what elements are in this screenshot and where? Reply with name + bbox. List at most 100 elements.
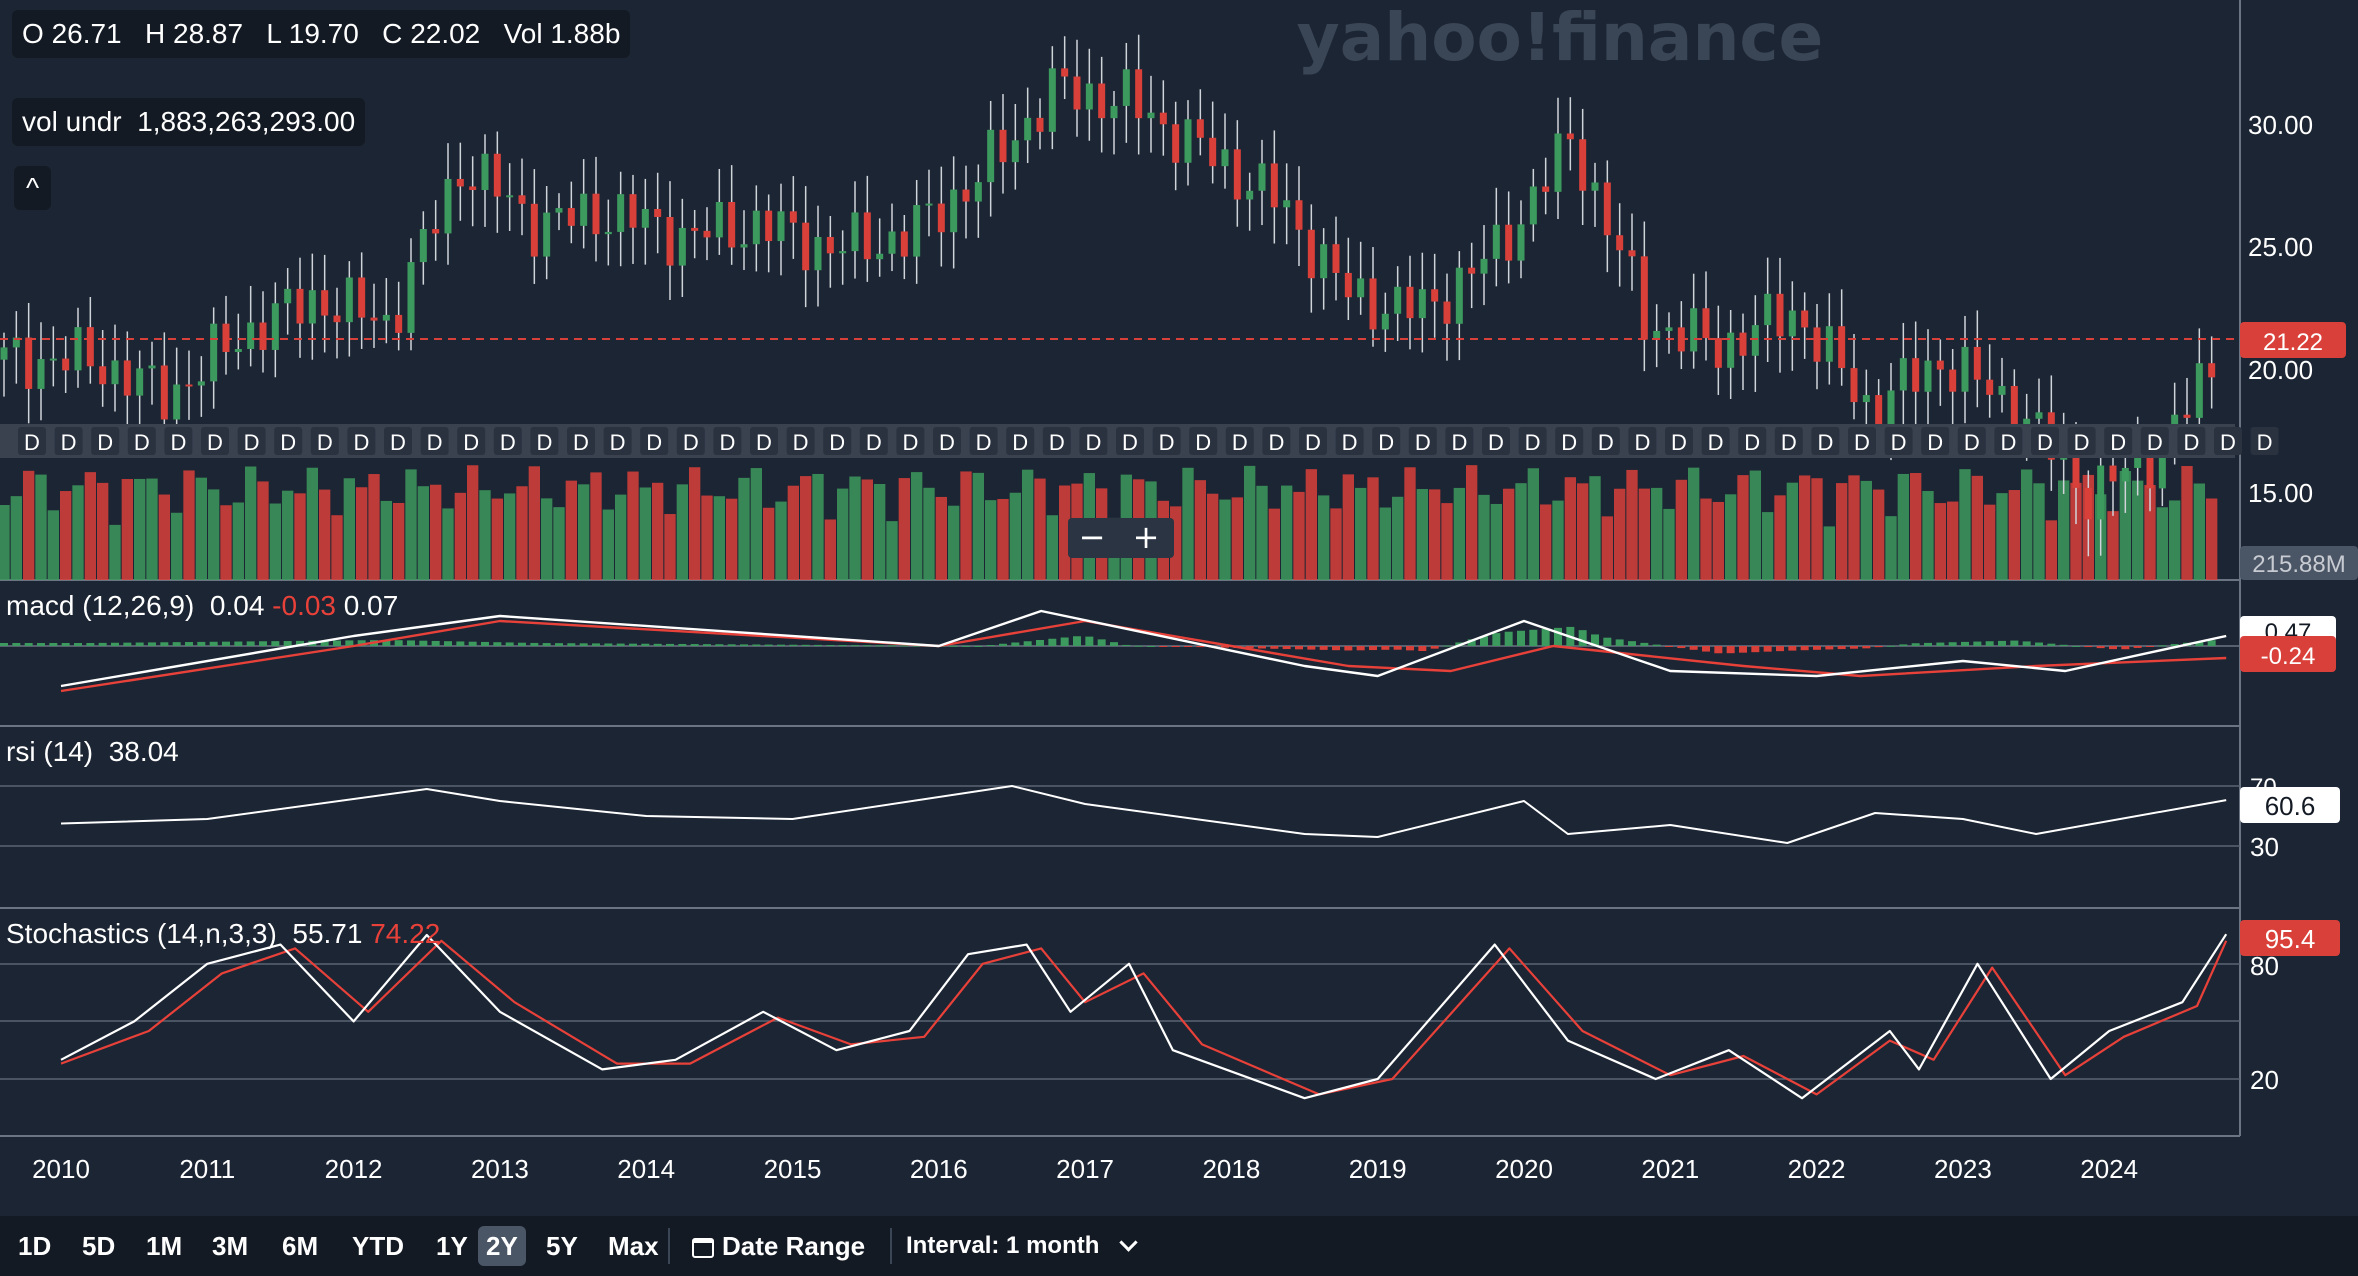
candle-body (136, 368, 144, 396)
volume-bar (1873, 489, 1885, 580)
range-button-max[interactable]: Max (608, 1231, 659, 1261)
candle-body (1616, 235, 1624, 251)
volume-bar (2156, 507, 2168, 580)
volume-bar (861, 479, 873, 580)
range-button-2y[interactable]: 2Y (478, 1226, 526, 1266)
candle-body (913, 205, 921, 257)
zoom-in-button[interactable]: + (1133, 518, 1160, 556)
volume-bar (1762, 512, 1774, 580)
interval-label: Interval: (906, 1232, 1000, 1259)
low-value: 19.70 (288, 18, 359, 49)
macd-histogram-bar (2146, 646, 2154, 647)
volume-bar (294, 493, 306, 580)
rsi-line (60, 785, 2227, 844)
macd-histogram-bar (1603, 637, 1612, 646)
candle-body (123, 360, 131, 396)
macd-histogram-bar (1393, 646, 1402, 650)
dividend-marker-bg (1262, 427, 1291, 455)
volume-bar (121, 479, 133, 580)
volume-bar (1367, 477, 1379, 580)
candle-body (1209, 137, 1217, 167)
candle-body (1640, 256, 1648, 340)
macd-histogram-bar (123, 642, 132, 646)
range-button-ytd[interactable]: YTD (352, 1231, 404, 1261)
candle-body (1468, 267, 1476, 274)
volume-tag-label: 215.88M (2252, 551, 2345, 578)
volume-bar (467, 465, 479, 580)
macd-histogram-bar (518, 642, 526, 646)
volume-bar (1503, 488, 1515, 580)
volume-bar (2058, 480, 2070, 580)
collapse-button[interactable]: ^ (14, 166, 52, 210)
volume-label: Vol (503, 18, 543, 49)
volume-bar (997, 498, 1009, 580)
volume-bar (393, 502, 405, 580)
candle-body (2146, 447, 2154, 489)
candle-body (1480, 258, 1488, 274)
candle-body (148, 365, 156, 369)
macd-histogram-bar (875, 645, 884, 647)
macd-histogram-bar (1011, 642, 1020, 646)
macd-histogram-bar (789, 644, 798, 646)
grid-lines (0, 0, 2241, 1137)
range-button-1d[interactable]: 1D (18, 1231, 52, 1261)
candle-body (86, 327, 94, 367)
dividend-marker-bg (2214, 427, 2242, 455)
candle-body (1788, 310, 1796, 337)
volume-bar (2033, 483, 2045, 580)
macd-histogram-bar (1554, 627, 1562, 646)
date-range-button[interactable]: Date Range (684, 1226, 873, 1266)
interval-value: 1 month (1006, 1232, 1100, 1259)
candle-body (1418, 289, 1426, 319)
zoom-control[interactable]: − + (1068, 518, 1174, 558)
macd-histogram-bar (1936, 642, 1945, 646)
macd-histogram-bar (1998, 640, 2006, 646)
macd-histogram-bar (1948, 642, 1957, 646)
range-button-5y[interactable]: 5Y (546, 1231, 578, 1261)
zoom-out-button[interactable]: − (1079, 518, 1106, 556)
volume-bar (1342, 474, 1354, 580)
candle-body (481, 153, 489, 191)
macd-histogram-bar (900, 645, 909, 647)
volume-bar (442, 508, 454, 580)
dividend-marker-bg (493, 427, 522, 455)
candle-body (296, 288, 304, 324)
volume-bar (220, 505, 232, 580)
volume-bar (1601, 516, 1613, 580)
interval-select[interactable]: Interval: 1 month (898, 1226, 1143, 1266)
volume-bar (1416, 489, 1428, 580)
candle-body (173, 384, 181, 420)
macd-panel: 0.47-0.24 (0, 609, 2336, 693)
macd-histogram-bar (1245, 646, 1254, 649)
volume-bar (652, 482, 664, 580)
range-button-5d[interactable]: 5D (82, 1231, 116, 1261)
range-button-3m[interactable]: 3M (212, 1231, 249, 1261)
dividend-marker-bg (420, 427, 449, 455)
dividend-marker-bg (347, 427, 376, 455)
dividend-marker: D (1305, 430, 1321, 455)
range-button-6m[interactable]: 6M (282, 1231, 319, 1261)
dividend-marker: D (793, 430, 809, 455)
range-button-1m[interactable]: 1M (146, 1231, 183, 1261)
volume-bar (775, 501, 787, 580)
volume-bar (158, 494, 170, 580)
volume-bar (23, 470, 35, 580)
dividend-marker-bg (859, 427, 888, 455)
candlesticks[interactable] (0, 34, 2216, 557)
dividend-marker: D (1671, 430, 1687, 455)
dividend-marker: D (573, 430, 589, 455)
volume-bar (2206, 498, 2218, 580)
volume-bar (380, 500, 392, 580)
macd-histogram-bar (1541, 628, 1550, 646)
macd-histogram-bar (851, 645, 859, 647)
volume-bar (1330, 508, 1342, 580)
volume-bar (10, 496, 22, 580)
range-button-1y[interactable]: 1Y (436, 1231, 468, 1261)
macd-histogram-bar (1961, 641, 1969, 646)
macd-histogram-bar (1776, 646, 1784, 652)
dividend-marker: D (1049, 430, 1065, 455)
candle-body (444, 178, 452, 234)
volume-bar (479, 490, 491, 580)
macd-histogram-bar (616, 643, 625, 646)
